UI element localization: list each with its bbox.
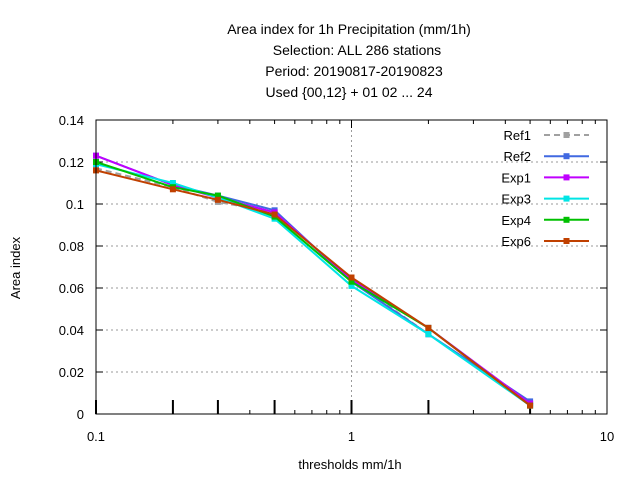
y-tick-label: 0.08 (59, 239, 84, 254)
title-line-2: Selection: ALL 286 stations (273, 42, 441, 58)
y-tick-label: 0.12 (59, 155, 84, 170)
series-exp4 (93, 159, 534, 409)
y-tick-label: 0.1 (66, 197, 84, 212)
y-tick-label: 0.06 (59, 281, 84, 296)
series-exp1 (93, 152, 534, 407)
legend-label: Exp4 (501, 213, 531, 228)
y-tick-label: 0.14 (59, 113, 84, 128)
legend-item-exp4: Exp4 (501, 213, 589, 228)
y-axis-label: Area index (8, 236, 23, 299)
legend-label: Exp6 (501, 234, 531, 249)
legend-item-ref2: Ref2 (504, 149, 589, 164)
legend-swatch-marker (563, 174, 570, 181)
data-point (271, 211, 278, 218)
series-exp3 (93, 161, 534, 409)
data-point (214, 196, 221, 203)
data-point (348, 278, 355, 285)
legend-item-exp6: Exp6 (501, 234, 589, 249)
legend-label: Ref2 (504, 149, 531, 164)
x-tick-label: 1 (348, 429, 355, 444)
chart-title: Area index for 1h Precipitation (mm/1h) … (227, 21, 471, 100)
series-lines (93, 152, 534, 409)
data-point (348, 282, 355, 289)
legend-label: Exp3 (501, 192, 531, 207)
y-tick-label: 0.02 (59, 365, 84, 380)
legend-item-ref1: Ref1 (504, 128, 589, 143)
series-line-exp3 (95, 163, 531, 407)
legend-swatch-marker (563, 238, 570, 244)
title-line-4: Used {00,12} + 01 02 ... 24 (266, 84, 433, 100)
series-ref1 (93, 165, 534, 407)
data-point (169, 180, 176, 186)
series-line-ref2 (95, 154, 531, 403)
data-point (169, 186, 176, 193)
legend-swatch-marker (563, 216, 570, 223)
data-point (425, 324, 432, 331)
title-line-3: Period: 20190817-20190823 (265, 63, 443, 79)
legend-swatch-marker (563, 132, 570, 138)
series-line-exp1 (95, 154, 531, 405)
data-point (527, 402, 534, 409)
series-line-exp4 (95, 161, 531, 407)
threshold-marks (95, 400, 532, 414)
plot-frame (95, 119, 608, 415)
title-line-1: Area index for 1h Precipitation (mm/1h) (227, 21, 471, 37)
data-point (214, 192, 221, 199)
data-point (425, 331, 432, 338)
y-tick-label: 0 (77, 407, 84, 422)
legend-item-exp3: Exp3 (501, 192, 589, 207)
legend: Ref1 Ref2 Exp1 Exp3 Exp4 Exp6 (501, 128, 589, 249)
legend-item-exp1: Exp1 (501, 170, 589, 185)
series-ref2 (93, 152, 534, 405)
legend-label: Exp1 (501, 170, 531, 185)
x-tick-label: 0.1 (87, 429, 105, 444)
x-tick-label: 10 (600, 429, 614, 444)
axis-ticks: 0 0.02 0.04 0.06 0.08 0.1 0.12 0.14 0.1 1 10 (59, 113, 615, 444)
legend-label: Ref1 (504, 128, 531, 143)
data-point (348, 274, 355, 281)
legend-swatch-marker (563, 153, 570, 160)
y-tick-label: 0.04 (59, 323, 84, 338)
x-axis-label: thresholds mm/1h (298, 457, 401, 472)
legend-swatch-marker (563, 195, 570, 202)
